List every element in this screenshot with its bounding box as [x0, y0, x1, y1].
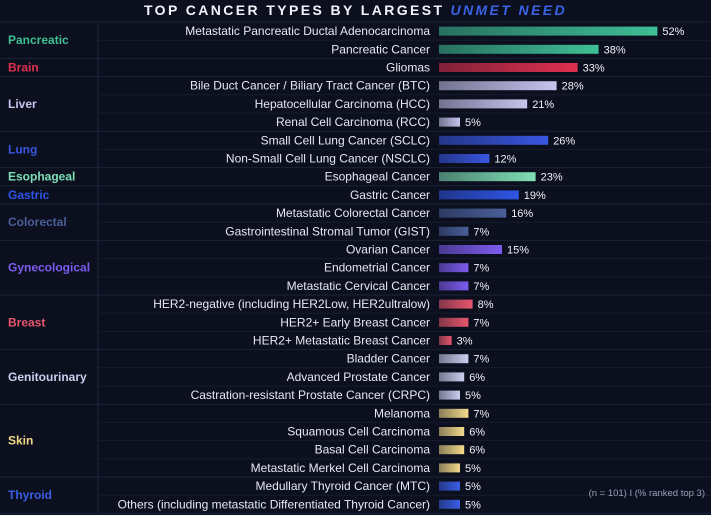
bar-small-cell-lung-cancer-sclc: [439, 135, 549, 145]
value-label-endometrial-cancer: 7%: [473, 263, 489, 275]
bar-basal-cell-carcinoma: [439, 445, 465, 455]
sample-note: (n = 101) I (% ranked top 3): [588, 488, 705, 499]
value-label-small-cell-lung-cancer-sclc: 26%: [553, 135, 575, 147]
category-label-skin: Skin: [8, 434, 33, 448]
row-label-renal-cell-carcinoma-rcc: Renal Cell Carcinoma (RCC): [276, 115, 430, 129]
category-label-genitourinary: Genitourinary: [8, 370, 87, 384]
row-label-medullary-thyroid-cancer-mtc: Medullary Thyroid Cancer (MTC): [256, 479, 431, 493]
bar-renal-cell-carcinoma-rcc: [439, 117, 460, 127]
value-label-melanoma: 7%: [473, 408, 489, 420]
category-label-pancreatic: Pancreatic: [8, 33, 69, 47]
row-label-esophageal-cancer: Esophageal Cancer: [325, 170, 430, 184]
row-label-advanced-prostate-cancer: Advanced Prostate Cancer: [287, 370, 430, 384]
row-label-melanoma: Melanoma: [374, 406, 430, 420]
value-label-castration-resistant-prostate-cancer-crpc: 5%: [465, 390, 481, 402]
bar-gastric-cancer: [439, 190, 519, 200]
bar-hepatocellular-carcinoma-hcc: [439, 99, 528, 109]
category-label-lung: Lung: [8, 142, 37, 156]
bar-ovarian-cancer: [439, 245, 502, 254]
row-label-her2-metastatic-breast-cancer: HER2+ Metastatic Breast Cancer: [253, 334, 430, 348]
bar-endometrial-cancer: [439, 263, 469, 273]
value-label-advanced-prostate-cancer: 6%: [469, 372, 485, 384]
value-label-pancreatic-cancer: 38%: [604, 44, 626, 56]
row-label-her2-early-breast-cancer: HER2+ Early Breast Cancer: [280, 315, 430, 329]
row-label-metastatic-pancreatic-ductal-adenocarcinoma: Metastatic Pancreatic Ductal Adenocarcin…: [185, 24, 430, 38]
value-label-her2-early-breast-cancer: 7%: [473, 317, 489, 329]
value-label-medullary-thyroid-cancer-mtc: 5%: [465, 481, 481, 493]
row-label-bladder-cancer: Bladder Cancer: [347, 352, 430, 366]
bar-her2-metastatic-breast-cancer: [439, 336, 452, 345]
bar-castration-resistant-prostate-cancer-crpc: [439, 390, 460, 400]
category-label-breast: Breast: [8, 315, 45, 329]
bar-bile-duct-cancer-biliary-tract-cancer-btc: [439, 81, 557, 91]
row-label-squamous-cell-carcinoma: Squamous Cell Carcinoma: [287, 425, 430, 439]
bar-metastatic-colorectal-cancer: [439, 208, 507, 218]
bar-esophageal-cancer: [439, 172, 536, 182]
row-label-hepatocellular-carcinoma-hcc: Hepatocellular Carcinoma (HCC): [255, 97, 430, 111]
value-label-gastrointestinal-stromal-tumor-gist: 7%: [473, 226, 489, 238]
value-label-renal-cell-carcinoma-rcc: 5%: [465, 117, 481, 129]
row-label-bile-duct-cancer-biliary-tract-cancer-btc: Bile Duct Cancer / Biliary Tract Cancer …: [190, 79, 430, 93]
bar-others-including-metastatic-differentiated-thyroid-cancer: [439, 499, 460, 509]
value-label-metastatic-merkel-cell-carcinoma: 5%: [465, 463, 481, 475]
bar-her2-early-breast-cancer: [439, 317, 469, 327]
value-label-others-including-metastatic-differentiated-thyroid-cancer: 5%: [465, 499, 481, 511]
bar-pancreatic-cancer: [439, 44, 599, 54]
category-label-liver: Liver: [8, 97, 37, 111]
value-label-non-small-cell-lung-cancer-nsclc: 12%: [494, 154, 516, 166]
bar-her2-negative-including-her2low-her2ultralow: [439, 299, 473, 309]
row-label-gastrointestinal-stromal-tumor-gist: Gastrointestinal Stromal Tumor (GIST): [225, 224, 430, 238]
category-label-brain: Brain: [8, 61, 39, 75]
bar-gliomas: [439, 63, 578, 72]
row-label-metastatic-merkel-cell-carcinoma: Metastatic Merkel Cell Carcinoma: [251, 461, 431, 475]
row-label-metastatic-cervical-cancer: Metastatic Cervical Cancer: [287, 279, 430, 293]
value-label-hepatocellular-carcinoma-hcc: 21%: [532, 99, 554, 111]
row-label-castration-resistant-prostate-cancer-crpc: Castration-resistant Prostate Cancer (CR…: [191, 388, 430, 402]
value-label-her2-negative-including-her2low-her2ultralow: 8%: [478, 299, 494, 311]
row-label-her2-negative-including-her2low-her2ultralow: HER2-negative (including HER2Low, HER2ul…: [153, 297, 430, 311]
bar-advanced-prostate-cancer: [439, 372, 465, 382]
value-label-metastatic-colorectal-cancer: 16%: [511, 208, 533, 220]
bar-medullary-thyroid-cancer-mtc: [439, 481, 460, 491]
category-label-thyroid: Thyroid: [8, 488, 52, 502]
chart-title: TOP CANCER TYPES BY LARGEST UNMET NEED: [0, 0, 711, 22]
chart-title-main: TOP CANCER TYPES BY LARGEST: [143, 2, 445, 18]
bar-metastatic-pancreatic-ductal-adenocarcinoma: [439, 26, 658, 36]
value-label-her2-metastatic-breast-cancer: 3%: [457, 336, 473, 348]
value-label-metastatic-cervical-cancer: 7%: [473, 281, 489, 293]
row-label-others-including-metastatic-differentiated-thyroid-cancer: Others (including metastatic Differentia…: [118, 497, 430, 511]
value-label-bladder-cancer: 7%: [473, 354, 489, 366]
value-label-gliomas: 33%: [583, 63, 605, 75]
row-label-gliomas: Gliomas: [386, 61, 430, 75]
bar-non-small-cell-lung-cancer-nsclc: [439, 154, 490, 163]
row-label-metastatic-colorectal-cancer: Metastatic Colorectal Cancer: [276, 206, 430, 220]
bar-melanoma: [439, 408, 469, 418]
value-label-squamous-cell-carcinoma: 6%: [469, 427, 485, 439]
bar-gastrointestinal-stromal-tumor-gist: [439, 226, 469, 236]
bar-bladder-cancer: [439, 354, 469, 364]
row-label-ovarian-cancer: Ovarian Cancer: [346, 243, 430, 257]
category-label-colorectal: Colorectal: [8, 215, 67, 229]
row-label-pancreatic-cancer: Pancreatic Cancer: [331, 42, 430, 56]
value-label-ovarian-cancer: 15%: [507, 245, 529, 257]
row-label-non-small-cell-lung-cancer-nsclc: Non-Small Cell Lung Cancer (NSCLC): [226, 152, 430, 166]
category-label-gynecological: Gynecological: [8, 261, 90, 275]
row-label-endometrial-cancer: Endometrial Cancer: [324, 261, 430, 275]
bar-metastatic-cervical-cancer: [439, 281, 469, 291]
category-label-gastric: Gastric: [8, 188, 50, 202]
bar-squamous-cell-carcinoma: [439, 427, 465, 436]
value-label-metastatic-pancreatic-ductal-adenocarcinoma: 52%: [662, 26, 684, 38]
value-label-bile-duct-cancer-biliary-tract-cancer-btc: 28%: [562, 81, 584, 93]
value-label-esophageal-cancer: 23%: [541, 172, 563, 184]
chart-title-accent: UNMET NEED: [450, 2, 568, 18]
bar-metastatic-merkel-cell-carcinoma: [439, 463, 460, 473]
value-label-basal-cell-carcinoma: 6%: [469, 445, 485, 457]
value-label-gastric-cancer: 19%: [524, 190, 546, 202]
category-label-esophageal: Esophageal: [8, 170, 75, 184]
row-label-gastric-cancer: Gastric Cancer: [350, 188, 430, 202]
row-label-basal-cell-carcinoma: Basal Cell Carcinoma: [315, 443, 431, 457]
row-label-small-cell-lung-cancer-sclc: Small Cell Lung Cancer (SCLC): [261, 133, 430, 147]
